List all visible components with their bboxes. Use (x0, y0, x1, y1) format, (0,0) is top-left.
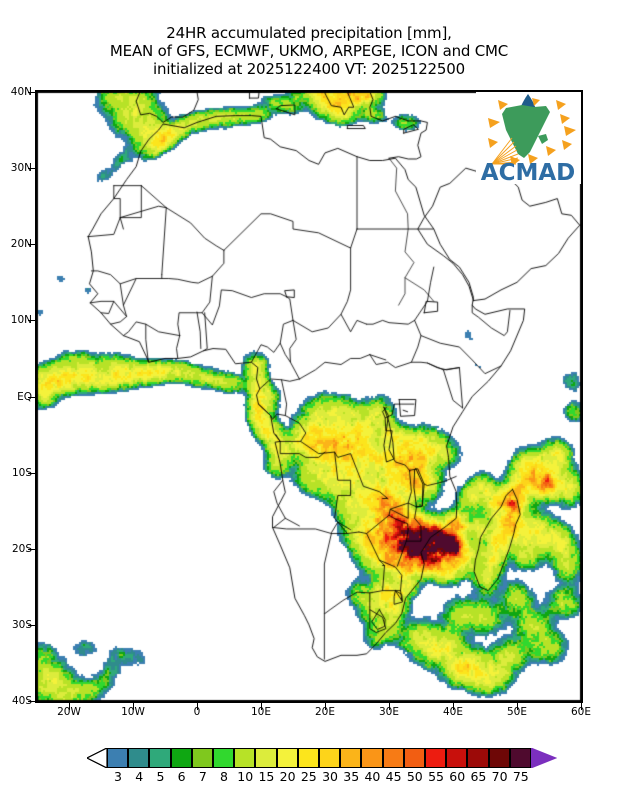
y-tick-mark (28, 168, 35, 170)
title-line-2: MEAN of GFS, ECMWF, UKMO, ARPEGE, ICON a… (109, 42, 509, 60)
y-tick-mark (28, 244, 35, 246)
y-axis-tick-40S: 40S (11, 695, 32, 707)
x-tick-mark (581, 703, 582, 710)
colorbar-label-50: 50 (406, 769, 423, 784)
x-tick-mark (197, 703, 198, 710)
x-axis-tick-0: 0 (193, 706, 201, 718)
colorbar-cell-50 (403, 748, 425, 768)
colorbar-label-35: 35 (343, 769, 360, 784)
colorbar-cell-55 (425, 748, 447, 768)
y-axis-tick-30S: 30S (11, 618, 32, 631)
title-line-1: 24HR accumulated precipitation [mm], (166, 24, 452, 42)
y-tick-mark (28, 472, 35, 474)
y-axis-tick-10N: 10N (10, 314, 32, 327)
y-axis-tick-30N: 30N (10, 162, 32, 175)
colorbar-label-4: 4 (135, 769, 144, 784)
colorbar-label-65: 65 (470, 769, 487, 784)
colorbar-label-25: 25 (300, 769, 317, 784)
x-tick-mark (325, 703, 326, 710)
colorbar-label-70: 70 (491, 769, 508, 784)
colorbar-label-30: 30 (322, 769, 338, 784)
x-axis-tick-40E: 40E (443, 706, 463, 718)
y-axis-tick-40N: 40N (10, 86, 32, 98)
colorbar: 3 4 5 6 7 8 10 15 20 25 30 35 40 45 50 55 60 65 70 75 (0, 744, 618, 794)
y-axis-tick-20N: 20N (10, 238, 32, 251)
colorbar-cell-6 (170, 748, 192, 768)
colorbar-cell-30 (319, 748, 341, 768)
y-tick-mark (28, 548, 35, 550)
colorbar-under-arrow (87, 748, 108, 768)
x-axis-tick-60E: 60E (571, 706, 591, 718)
colorbar-cell-60 (446, 748, 468, 768)
y-axis-tick-20S: 20S (11, 542, 32, 555)
x-axis-tick-20W: 20W (57, 706, 81, 718)
colorbar-label-8: 8 (220, 769, 228, 784)
colorbar-cell-10 (234, 748, 256, 768)
colorbar-cell-75 (509, 748, 531, 768)
map-plot-area (35, 90, 583, 703)
y-axis-tick-EQ: EQ (17, 390, 32, 403)
colorbar-label-20: 20 (279, 769, 296, 784)
colorbar-label-15: 15 (258, 769, 275, 784)
y-tick-mark (28, 92, 35, 93)
colorbar-cell-8 (213, 748, 235, 768)
colorbar-cell-5 (149, 748, 171, 768)
colorbar-label-5: 5 (156, 769, 165, 784)
colorbar-label-40: 40 (364, 769, 381, 784)
acmad-logo: ACMAD (476, 92, 581, 184)
colorbar-cell-65 (467, 748, 489, 768)
colorbar-label-60: 60 (449, 769, 466, 784)
colorbar-cell-20 (276, 748, 298, 768)
colorbar-cell-40 (361, 748, 383, 768)
colorbar-label-3: 3 (114, 769, 122, 784)
colorbar-label-55: 55 (428, 769, 444, 784)
x-axis-tick-10W: 10W (121, 706, 145, 718)
x-tick-mark (517, 703, 518, 710)
y-tick-mark (28, 624, 35, 626)
colorbar-cell-7 (191, 748, 213, 768)
x-axis-tick-10E: 10E (251, 706, 271, 718)
x-axis-tick-50E: 50E (507, 706, 527, 718)
colorbar-cell-15 (255, 748, 277, 768)
y-tick-mark (28, 320, 35, 322)
x-tick-mark (453, 703, 454, 710)
x-axis-tick-30E: 30E (379, 706, 399, 718)
x-tick-mark (261, 703, 262, 710)
colorbar-cell-4 (128, 748, 150, 768)
x-axis-tick-20E: 20E (315, 706, 335, 718)
y-tick-mark (28, 396, 35, 398)
precipitation-raster (37, 92, 581, 701)
sun-rays-icon (491, 137, 519, 165)
colorbar-cell-70 (488, 748, 510, 768)
colorbar-label-7: 7 (198, 769, 207, 784)
colorbar-label-6: 6 (177, 769, 186, 784)
colorbar-label-10: 10 (237, 769, 254, 784)
africa-continent-icon (502, 105, 550, 158)
logo-wordmark: ACMAD (481, 160, 575, 184)
colorbar-label-45: 45 (385, 769, 402, 784)
x-tick-mark (69, 703, 70, 710)
colorbar-label-75: 75 (512, 769, 529, 784)
colorbar-cell-25 (297, 748, 319, 768)
colorbar-cell-3 (107, 748, 129, 768)
title-line-3: initialized at 2025122400 VT: 2025122500 (153, 60, 465, 78)
chart-title: 24HR accumulated precipitation [mm], MEA… (0, 24, 618, 78)
colorbar-tick-labels: 3 4 5 6 7 8 10 15 20 25 30 35 40 45 50 55 60 65 70 75 (0, 769, 618, 785)
colorbar-cell-35 (340, 748, 362, 768)
x-tick-mark (389, 703, 390, 710)
colorbar-cells (107, 748, 531, 768)
y-axis-tick-10S: 10S (11, 466, 32, 479)
y-tick-mark (28, 701, 35, 702)
x-tick-mark (133, 703, 134, 710)
colorbar-cell-45 (382, 748, 404, 768)
